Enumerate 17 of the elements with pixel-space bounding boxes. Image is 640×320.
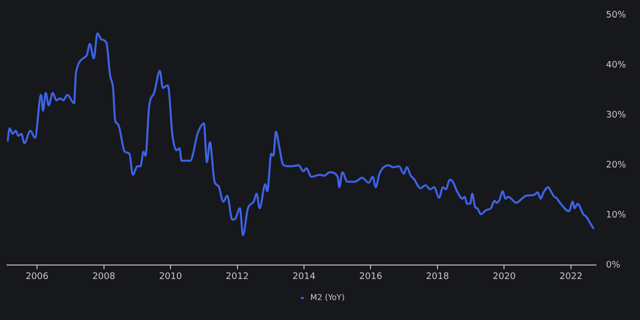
y-tick-label: 20% [606, 160, 626, 171]
y-tick-label: 40% [606, 60, 626, 71]
x-tick-label: 2010 [159, 272, 182, 282]
x-tick-label: 2020 [492, 272, 516, 282]
line-series [7, 32, 594, 236]
y-tick-label: 50% [606, 10, 626, 21]
x-tick-label: 2008 [92, 272, 116, 282]
legend-label: M2 (YoY) [310, 293, 345, 302]
x-tick-label: 2012 [226, 272, 249, 282]
y-tick-label: 30% [606, 110, 626, 121]
x-tick-label: 2014 [292, 272, 316, 282]
y-tick-label: 0% [606, 260, 621, 271]
x-tick-label: 2022 [560, 272, 582, 282]
x-tick-label: 2016 [359, 272, 382, 282]
x-tick-label: 2006 [26, 272, 49, 282]
x-tick-label: 2018 [426, 272, 450, 282]
y-tick-label: 10% [606, 210, 626, 221]
